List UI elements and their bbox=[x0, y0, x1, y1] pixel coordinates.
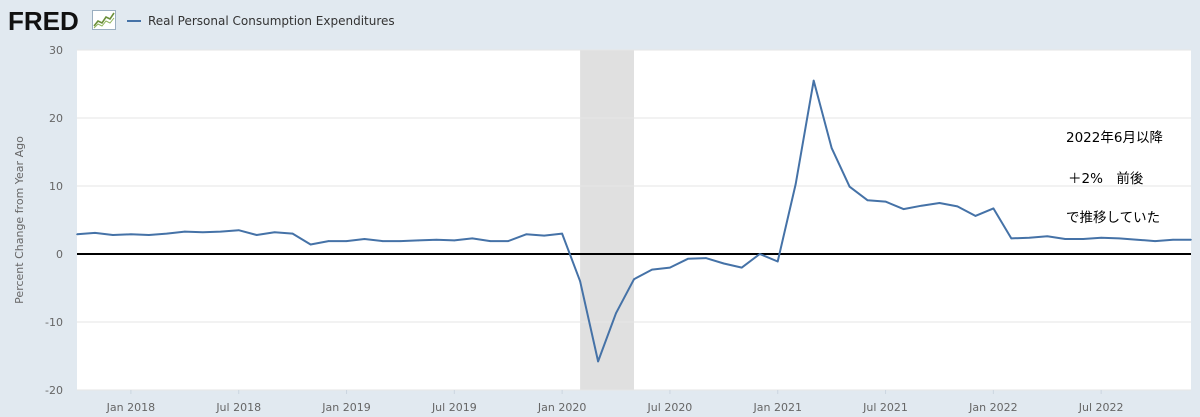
data-point[interactable] bbox=[309, 243, 312, 246]
y-tick-label: 10 bbox=[49, 180, 63, 193]
legend-swatch bbox=[127, 20, 141, 22]
data-point[interactable] bbox=[1082, 238, 1084, 240]
data-point[interactable] bbox=[1010, 237, 1013, 240]
data-point[interactable] bbox=[166, 232, 168, 235]
data-point[interactable] bbox=[1046, 235, 1049, 238]
data-point[interactable] bbox=[435, 238, 438, 241]
data-point[interactable] bbox=[76, 233, 78, 236]
data-point[interactable] bbox=[705, 257, 707, 259]
data-point[interactable] bbox=[453, 239, 456, 242]
x-tick-label: Jul 2020 bbox=[647, 401, 693, 414]
data-point[interactable] bbox=[561, 232, 563, 235]
data-point[interactable] bbox=[291, 232, 294, 235]
data-point[interactable] bbox=[1064, 238, 1067, 240]
data-point[interactable] bbox=[938, 202, 941, 204]
data-point[interactable] bbox=[94, 232, 96, 234]
data-point[interactable] bbox=[130, 233, 132, 236]
fred-logo[interactable]: FRED bbox=[8, 6, 79, 36]
recession-shade bbox=[580, 50, 634, 390]
data-point[interactable] bbox=[471, 237, 474, 240]
x-tick-label: Jan 2021 bbox=[753, 401, 802, 414]
data-point[interactable] bbox=[776, 260, 779, 263]
fred-chart-icon bbox=[92, 10, 116, 30]
data-point[interactable] bbox=[741, 266, 743, 269]
annotation-line-2: ＋2% 前後 bbox=[1068, 171, 1144, 187]
data-point[interactable] bbox=[956, 205, 959, 208]
data-point[interactable] bbox=[758, 253, 761, 255]
legend-label: Real Personal Consumption Expenditures bbox=[148, 14, 395, 28]
data-point[interactable] bbox=[417, 239, 420, 242]
y-tick-label: 0 bbox=[56, 248, 63, 261]
chart-header: FRED Real Personal Consumption Expenditu… bbox=[0, 0, 1200, 46]
legend[interactable]: Real Personal Consumption Expenditures bbox=[127, 12, 395, 30]
data-point[interactable] bbox=[902, 208, 905, 210]
data-point[interactable] bbox=[615, 312, 617, 314]
y-tick-label: -10 bbox=[45, 316, 63, 329]
data-point[interactable] bbox=[794, 183, 797, 185]
data-point[interactable] bbox=[723, 262, 725, 265]
y-axis-ticks: 30 20 10 0 -10 -20 bbox=[45, 44, 63, 397]
data-point[interactable] bbox=[974, 215, 977, 217]
data-point[interactable] bbox=[255, 234, 258, 236]
data-point[interactable] bbox=[830, 147, 833, 149]
x-tick-label: Jan 2022 bbox=[968, 401, 1017, 414]
data-point[interactable] bbox=[543, 234, 545, 237]
data-point[interactable] bbox=[884, 200, 887, 203]
data-point[interactable] bbox=[1154, 240, 1156, 242]
data-point[interactable] bbox=[1118, 237, 1120, 240]
x-axis-ticks: Jan 2018 Jul 2018 Jan 2019 Jul 2019 Jan 2020… bbox=[106, 390, 1124, 414]
data-point[interactable] bbox=[148, 234, 150, 236]
data-point[interactable] bbox=[363, 238, 366, 240]
data-point[interactable] bbox=[579, 280, 581, 283]
x-tick-label: Jul 2022 bbox=[1078, 401, 1124, 414]
y-axis-label: Percent Change from Year Ago bbox=[13, 136, 26, 304]
x-tick-label: Jul 2019 bbox=[431, 401, 477, 414]
data-point[interactable] bbox=[1136, 238, 1138, 241]
data-point[interactable] bbox=[201, 231, 204, 234]
data-point[interactable] bbox=[525, 233, 527, 236]
data-point[interactable] bbox=[1100, 236, 1102, 239]
recession-shading-layer bbox=[580, 50, 634, 390]
x-tick-label: Jul 2018 bbox=[215, 401, 261, 414]
y-tick-label: 20 bbox=[49, 112, 63, 125]
y-tick-label: 30 bbox=[49, 44, 63, 57]
data-point[interactable] bbox=[399, 240, 402, 242]
data-point[interactable] bbox=[507, 240, 510, 242]
data-point[interactable] bbox=[489, 240, 492, 242]
data-point[interactable] bbox=[651, 268, 653, 271]
data-point[interactable] bbox=[327, 240, 330, 242]
data-point[interactable] bbox=[1190, 238, 1192, 241]
data-point[interactable] bbox=[219, 230, 222, 233]
data-point[interactable] bbox=[992, 207, 995, 210]
x-tick-label: Jan 2020 bbox=[537, 401, 586, 414]
gridlines bbox=[77, 49, 1191, 391]
data-point[interactable] bbox=[812, 79, 815, 82]
annotation-line-1: 2022年6月以降 bbox=[1066, 130, 1163, 146]
series-layer bbox=[76, 79, 1192, 363]
data-point[interactable] bbox=[1028, 236, 1031, 239]
data-point[interactable] bbox=[1172, 238, 1174, 241]
data-point[interactable] bbox=[597, 360, 599, 363]
x-tick-label: Jul 2021 bbox=[862, 401, 908, 414]
data-point[interactable] bbox=[112, 234, 114, 236]
x-tick-label: Jan 2018 bbox=[106, 401, 155, 414]
data-point[interactable] bbox=[866, 199, 869, 202]
data-point[interactable] bbox=[184, 230, 186, 233]
annotation-line-3: で推移していた bbox=[1066, 210, 1161, 226]
data-point[interactable] bbox=[237, 229, 240, 231]
y-tick-label: -20 bbox=[45, 384, 63, 397]
data-point[interactable] bbox=[345, 240, 348, 242]
data-point[interactable] bbox=[381, 240, 384, 242]
data-point[interactable] bbox=[920, 204, 923, 207]
data-point[interactable] bbox=[687, 257, 689, 260]
data-point[interactable] bbox=[848, 185, 851, 188]
data-point[interactable] bbox=[633, 278, 635, 280]
data-point[interactable] bbox=[273, 231, 276, 234]
x-tick-label: Jan 2019 bbox=[321, 401, 370, 414]
data-point[interactable] bbox=[669, 266, 671, 269]
